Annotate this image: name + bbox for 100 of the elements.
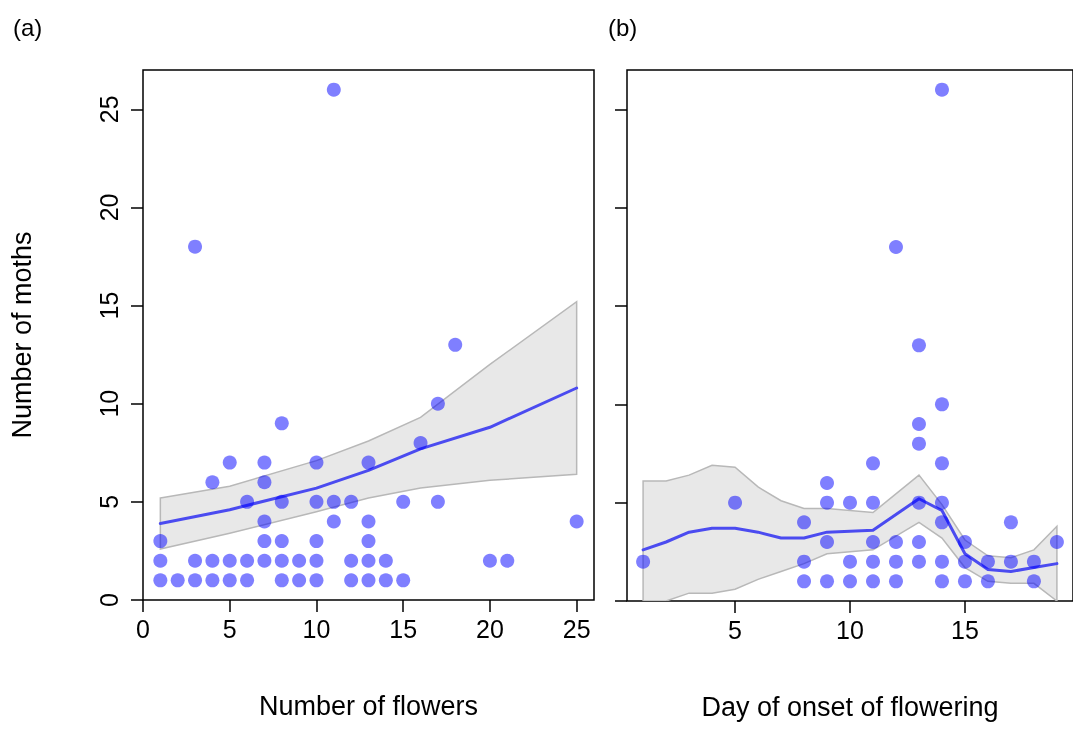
point [274,416,289,431]
point [257,553,272,568]
point [292,573,307,588]
point [1026,574,1041,589]
point [361,573,376,588]
point [820,535,835,549]
point [911,554,926,569]
point [240,494,255,509]
point [344,573,359,588]
point [240,553,255,568]
point [957,574,972,589]
point [980,574,995,589]
point [482,553,497,568]
point [430,396,445,411]
point [309,494,324,509]
point [205,573,220,588]
point [361,455,376,470]
point [934,456,949,471]
point [188,553,203,568]
x-tick-label: 20 [476,614,504,643]
point [636,554,651,569]
point [1003,515,1018,530]
point [957,554,972,569]
point [911,436,926,451]
point [326,82,341,97]
y-tick-label: 5 [94,494,123,509]
point [820,495,835,510]
point [797,515,812,530]
point [980,554,995,569]
point [911,417,926,431]
point [843,495,857,510]
point [888,554,903,569]
point [205,475,220,490]
point [911,495,926,510]
x-axis-title: Day of onset of flowering [701,691,999,722]
point [309,573,324,588]
point [1003,554,1018,569]
point [934,515,949,530]
point [222,573,237,588]
point [326,494,341,509]
point [911,338,926,353]
y-tick-label: 15 [94,291,123,320]
x-tick-label: 5 [222,614,237,643]
x-tick-label: 25 [562,614,591,643]
point [396,573,411,588]
point [866,554,880,569]
point [934,495,949,510]
point [843,574,857,589]
point [934,397,949,412]
point [361,553,376,568]
point [797,554,812,569]
point [728,495,743,510]
x-tick-label: 15 [389,614,418,643]
point [257,514,272,529]
point [205,553,220,568]
point [866,574,880,589]
point [843,554,857,569]
point [153,553,168,568]
point [222,553,237,568]
point [344,553,359,568]
point [361,534,376,549]
y-tick-label: 0 [94,593,123,607]
point [153,573,168,588]
point [274,534,289,549]
y-tick-label: 25 [94,95,123,124]
point [240,573,255,588]
point [309,455,324,470]
point [378,553,393,568]
point [188,239,203,254]
y-tick-label: 20 [94,193,123,222]
point [820,476,835,490]
line-series [158,386,579,525]
x-tick-label: 0 [136,614,150,643]
point [257,534,272,549]
point [934,82,949,97]
y-tick-label: 10 [94,389,123,418]
point [413,435,428,450]
point [888,574,903,589]
point [866,456,880,471]
point [888,535,903,549]
x-tick-label: 10 [302,614,331,643]
point [396,494,411,509]
point [378,573,393,588]
point [309,553,324,568]
point [934,574,949,589]
point [153,534,168,549]
point [888,240,903,254]
point [1026,554,1041,569]
point [430,494,445,509]
point [448,337,463,352]
point [797,574,812,589]
point [257,455,272,470]
x-tick-label: 5 [728,615,742,644]
point [866,495,880,510]
point [820,574,835,589]
point [326,514,341,529]
point [361,514,376,529]
x-tick-label: 15 [951,615,979,644]
chart-title: (a) [13,13,43,41]
point [257,475,272,490]
